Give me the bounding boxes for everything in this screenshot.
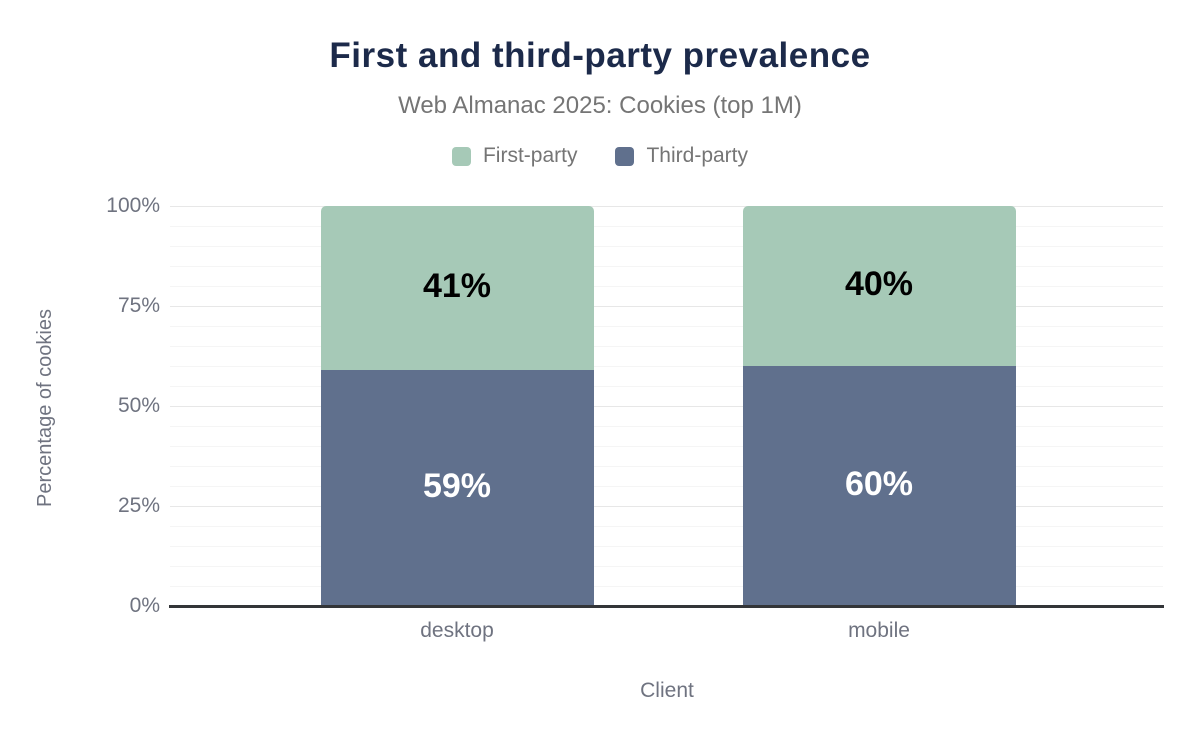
legend-item-first-party: First-party: [451, 144, 578, 168]
x-axis-line: [169, 605, 1164, 608]
legend-label: First-party: [482, 144, 578, 167]
gridline: [170, 566, 1163, 567]
gridline: [170, 266, 1163, 267]
legend-item-third-party: Third-party: [615, 144, 748, 168]
bar-value-label: 41%: [422, 267, 492, 305]
gridline: [170, 306, 1163, 307]
first-party-swatch-icon: [451, 146, 471, 166]
bar-value-label: 59%: [422, 467, 492, 505]
bar-segment-third-party-desktop[interactable]: 59%: [320, 370, 594, 606]
gridline: [170, 546, 1163, 547]
gridline: [170, 286, 1163, 287]
x-tick-label-mobile: mobile: [848, 619, 910, 642]
y-tick-label: 75%: [117, 294, 160, 317]
y-tick-label: 50%: [117, 394, 160, 417]
gridline: [170, 506, 1163, 507]
y-tick-label: 25%: [117, 494, 160, 517]
gridline: [170, 246, 1163, 247]
gridline: [170, 406, 1163, 407]
gridline: [170, 426, 1163, 427]
bar-segment-first-party-desktop[interactable]: 41%: [320, 206, 594, 370]
gridline: [170, 446, 1163, 447]
bar-value-label: 60%: [844, 465, 914, 503]
gridline: [170, 206, 1163, 207]
chart-subtitle: Web Almanac 2025: Cookies (top 1M): [398, 92, 802, 119]
gridline: [170, 486, 1163, 487]
bar-value-label: 40%: [844, 265, 914, 303]
y-tick-label: 100%: [106, 194, 160, 217]
gridline: [170, 586, 1163, 587]
gridline: [170, 386, 1163, 387]
gridline: [170, 326, 1163, 327]
legend: First-party Third-party: [0, 144, 1200, 168]
gridline: [170, 466, 1163, 467]
gridline: [170, 226, 1163, 227]
bar-segment-third-party-mobile[interactable]: 60%: [742, 366, 1016, 606]
y-tick-label: 0%: [129, 594, 160, 617]
gridline: [170, 526, 1163, 527]
gridline: [170, 366, 1163, 367]
chart-title: First and third-party prevalence: [329, 36, 871, 75]
bar-segment-first-party-mobile[interactable]: 40%: [742, 206, 1016, 366]
x-axis-title: Client: [640, 679, 694, 702]
gridline: [170, 346, 1163, 347]
third-party-swatch-icon: [615, 146, 635, 166]
x-tick-label-desktop: desktop: [420, 619, 494, 642]
legend-label: Third-party: [646, 144, 749, 167]
